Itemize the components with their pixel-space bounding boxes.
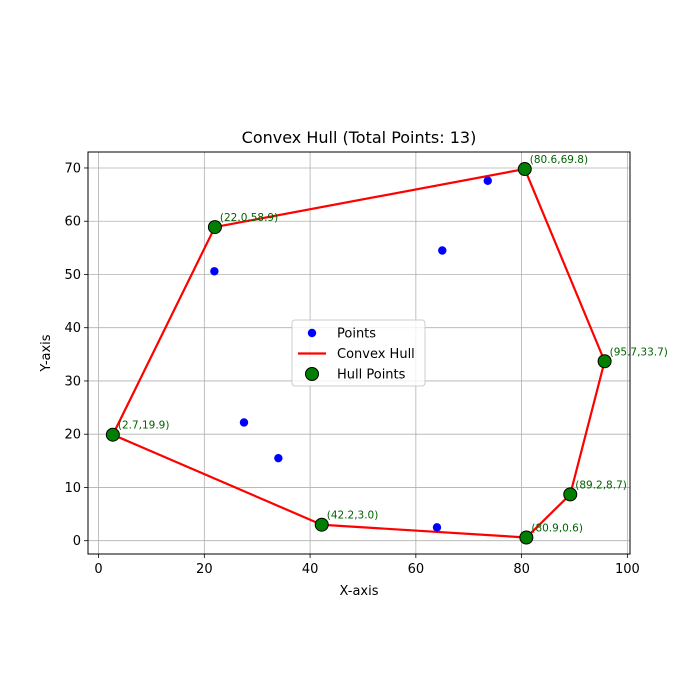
hull-line xyxy=(111,167,606,539)
hull-point xyxy=(105,427,120,442)
y-tick-label: 50 xyxy=(64,268,81,283)
y-tick-label: 0 xyxy=(73,534,81,549)
data-point xyxy=(274,453,283,463)
legend: Points Convex Hull Hull Points xyxy=(291,319,426,387)
hull-point xyxy=(314,517,329,532)
legend-point-swatch xyxy=(307,328,317,338)
data-point xyxy=(432,523,442,532)
legend-label: Convex Hull xyxy=(337,347,415,362)
y-tick-label: 70 xyxy=(64,161,81,176)
x-tick-label: 80 xyxy=(513,562,530,577)
legend-label: Points xyxy=(337,327,376,342)
data-point xyxy=(483,176,492,185)
y-tick-label: 40 xyxy=(64,321,81,336)
y-tick-label: 60 xyxy=(64,215,81,230)
legend-hull-point-swatch xyxy=(305,367,319,381)
hull-points-layer xyxy=(105,162,612,545)
y-tick-label: 20 xyxy=(64,428,81,443)
x-tick-label: 60 xyxy=(408,562,425,577)
data-point xyxy=(438,246,447,255)
hull-point-label: (2.7,19.9) xyxy=(118,420,170,432)
hull-point xyxy=(517,162,532,177)
hull-point xyxy=(597,354,612,369)
chart-title: Convex Hull (Total Points: 13) xyxy=(242,128,477,147)
hull-point-label: (42.2,3.0) xyxy=(327,510,379,522)
plot-frame xyxy=(87,151,631,555)
hull-point-label: (89.2,8.7) xyxy=(575,479,627,491)
legend-box xyxy=(291,319,426,387)
data-point xyxy=(239,418,249,427)
y-tick-label: 10 xyxy=(64,481,81,496)
y-axis-label: Y-axis xyxy=(39,334,54,372)
hull-annotations: (80.6,69.8) (95.7,33.7) (89.2,8.7) (80.9,0.… xyxy=(118,154,668,534)
hull-point xyxy=(519,530,534,545)
hull-point-label: (80.6,69.8) xyxy=(530,154,588,166)
x-axis-label: X-axis xyxy=(340,584,379,599)
y-tick-label: 30 xyxy=(64,374,81,389)
x-tick-label: 100 xyxy=(615,562,640,577)
x-tick-label: 0 xyxy=(94,562,102,577)
x-tick-label: 20 xyxy=(196,562,213,577)
x-tick-label: 40 xyxy=(302,562,319,577)
data-point xyxy=(210,267,219,276)
hull-point xyxy=(563,487,578,502)
axis-ticks: 0 20 40 60 80 100 0 10 20 30 40 50 60 70 xyxy=(64,161,639,577)
hull-point xyxy=(207,220,222,235)
hull-layer xyxy=(111,167,606,539)
grid xyxy=(88,152,630,554)
hull-point-label: (80.9,0.6) xyxy=(531,522,583,534)
hull-point-label: (95.7,33.7) xyxy=(610,346,668,358)
legend-label: Hull Points xyxy=(337,368,406,383)
hull-point-label: (22.0,58.9) xyxy=(220,212,278,224)
